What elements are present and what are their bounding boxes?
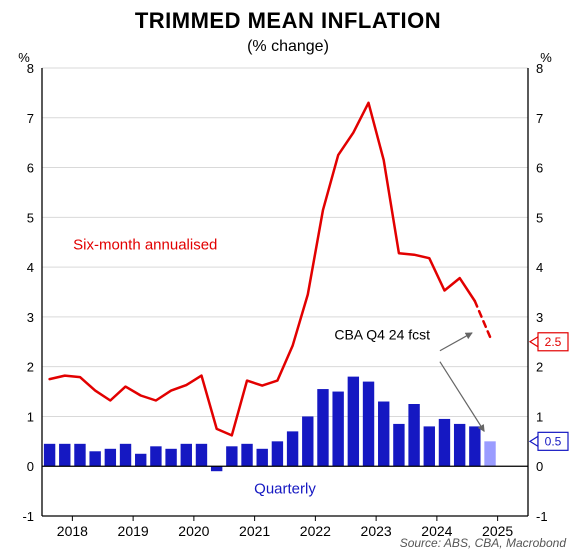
- svg-text:7: 7: [536, 111, 543, 126]
- svg-text:2: 2: [27, 360, 34, 375]
- svg-text:1: 1: [27, 409, 34, 424]
- svg-text:6: 6: [27, 161, 34, 176]
- svg-text:5: 5: [536, 210, 543, 225]
- svg-text:2.5: 2.5: [545, 335, 562, 349]
- svg-text:5: 5: [27, 210, 34, 225]
- forecast-label: CBA Q4 24 fcst: [334, 326, 430, 342]
- line-series-label: Six-month annualised: [73, 237, 217, 254]
- svg-text:%: %: [18, 50, 30, 65]
- svg-text:3: 3: [27, 310, 34, 325]
- svg-text:0.5: 0.5: [545, 434, 562, 448]
- svg-text:0: 0: [536, 459, 543, 474]
- chart-svg: -1-1001122334455667788%%2018201920202021…: [0, 0, 576, 554]
- svg-text:2023: 2023: [361, 523, 392, 539]
- svg-text:2021: 2021: [239, 523, 270, 539]
- svg-text:0: 0: [27, 459, 34, 474]
- svg-text:1: 1: [536, 409, 543, 424]
- svg-text:2019: 2019: [118, 523, 149, 539]
- svg-text:-1: -1: [22, 509, 34, 524]
- svg-text:2022: 2022: [300, 523, 331, 539]
- bar-series-label: Quarterly: [254, 481, 316, 498]
- svg-text:4: 4: [536, 260, 543, 275]
- svg-text:2: 2: [536, 360, 543, 375]
- svg-text:3: 3: [536, 310, 543, 325]
- svg-text:7: 7: [27, 111, 34, 126]
- svg-text:6: 6: [536, 161, 543, 176]
- svg-text:2020: 2020: [178, 523, 209, 539]
- svg-text:%: %: [540, 50, 552, 65]
- svg-text:-1: -1: [536, 509, 548, 524]
- source-label: Source: ABS, CBA, Macrobond: [400, 536, 566, 550]
- svg-text:4: 4: [27, 260, 34, 275]
- svg-text:2018: 2018: [57, 523, 88, 539]
